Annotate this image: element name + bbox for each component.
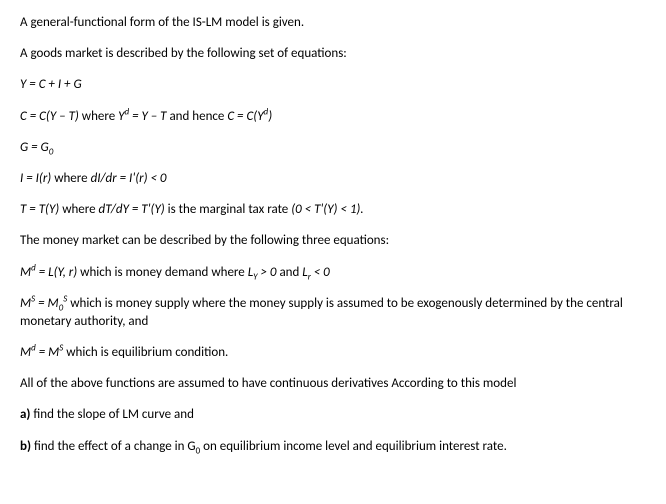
eq6-part-e: > 0 [258,265,277,280]
eq3-part-a: G = G [20,140,49,155]
equation-2: C = C(Y – T) where Yd = Y – T and hence … [20,108,646,126]
money-market-para: The money market can be described by the… [20,232,646,250]
eq5-part-c: is the marginal tax rate [165,202,291,217]
eq2-part-c: = Y – T [129,109,166,124]
eq6-part-c: which is money demand where [77,265,247,280]
eq6-part-b: = L(Y, r) [36,265,77,280]
eq6-part-f: and [277,265,303,280]
equation-8: Md = MS which is equilibrium condition. [20,344,646,362]
eq3-sub-0: 0 [49,146,54,157]
qa-text: find the slope of LM curve and [30,407,193,422]
eq2-part-e: ) [268,109,272,124]
question-b: b) find the effect of a change in G0 on … [20,438,646,456]
eq5-part-b: dT/dY = T'(Y) [99,202,165,217]
eq2-where: where [79,109,118,124]
eq2-part-a: C = C(Y – T) [20,109,79,124]
eq4-part-b: dI/dr = I'(r) < 0 [91,171,167,186]
eq8-part-b: = M [36,345,59,360]
question-a: a) find the slope of LM curve and [20,406,646,424]
qb-text-a: find the effect of a change in G [31,439,196,454]
eq7-part-c: which is money supply where the money su… [20,296,623,329]
intro-para-1: A general-functional form of the IS-LM m… [20,14,646,32]
assumption-para: All of the above functions are assumed t… [20,375,646,393]
qb-text-b: on equilibrium income level and equilibr… [200,439,507,454]
equation-1: Y = C + I + G [20,76,646,94]
eq5-where: where [62,202,98,217]
eq6-part-a: M [20,265,31,280]
qb-label: b) [20,439,31,454]
eq5-part-d: (0 < T'(Y) < 1). [291,202,363,217]
equation-3: G = G0 [20,139,646,157]
eq7-part-a: M [20,296,31,311]
eq2-part-d: C = C(Y [227,109,263,124]
qa-label: a) [20,407,30,422]
intro-para-2: A goods market is described by the follo… [20,45,646,63]
equation-6: Md = L(Y, r) which is money demand where… [20,264,646,282]
eq2-hence: and hence [167,109,228,124]
eq4-where: where [51,171,90,186]
eq8-part-a: M [20,345,31,360]
eq5-part-a: T = T(Y) [20,202,62,217]
eq7-part-b: = M [35,296,58,311]
equation-4: I = I(r) where dI/dr = I'(r) < 0 [20,170,646,188]
eq6-part-h: < 0 [311,265,330,280]
equation-5: T = T(Y) where dT/dY = T'(Y) is the marg… [20,201,646,219]
eq8-part-c: which is equilibrium condition. [63,345,228,360]
eq4-part-a: I = I(r) [20,171,51,186]
equation-7: MS = M0S which is money supply where the… [20,295,646,331]
